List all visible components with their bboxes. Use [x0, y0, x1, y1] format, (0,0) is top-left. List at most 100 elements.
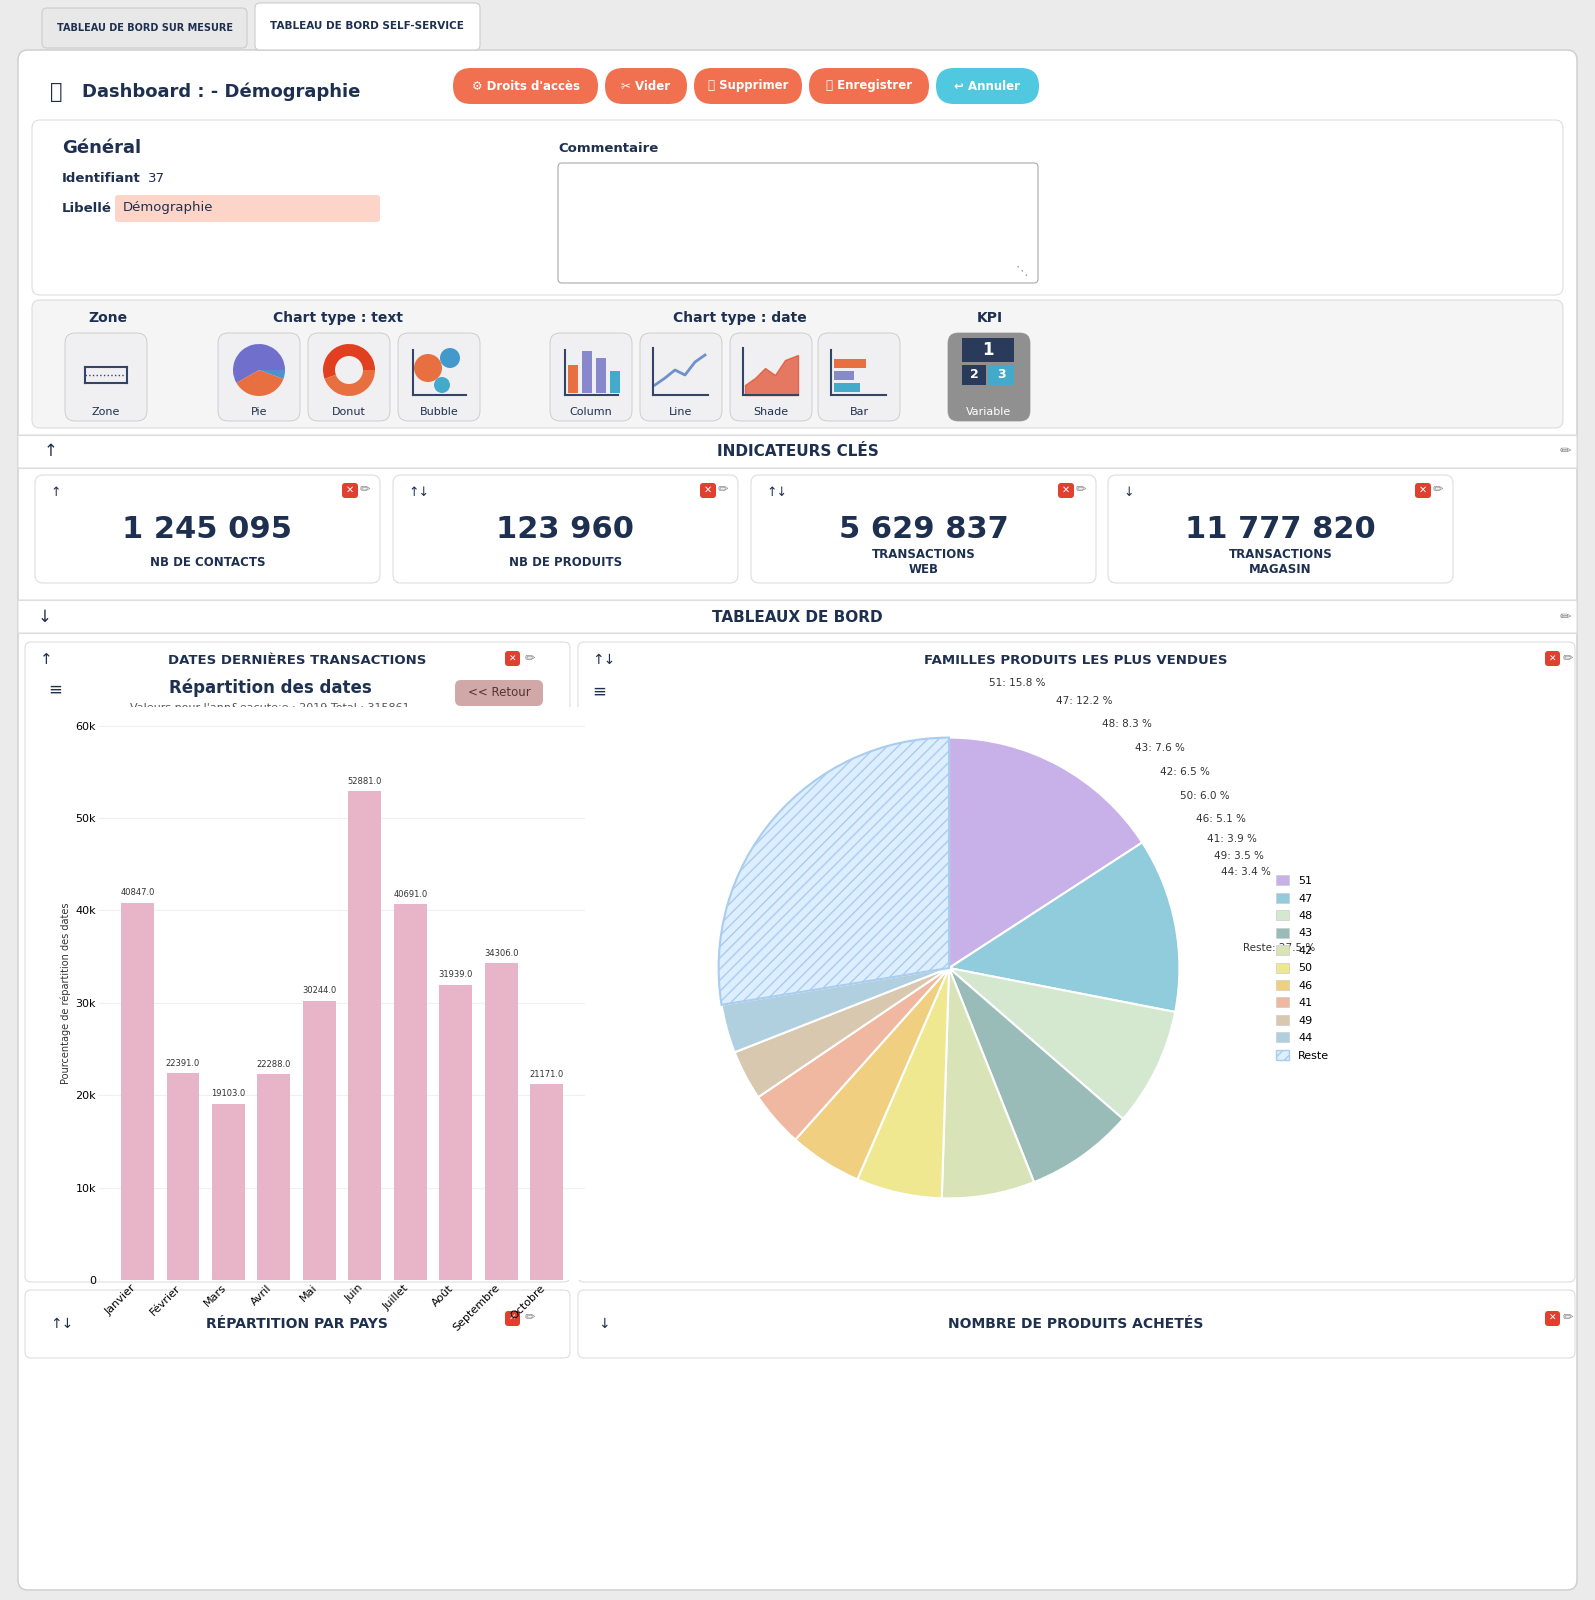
- Text: ✕: ✕: [1062, 485, 1070, 494]
- Text: 💾 Enregistrer: 💾 Enregistrer: [826, 80, 912, 93]
- Text: ✏: ✏: [1075, 483, 1086, 496]
- FancyBboxPatch shape: [65, 333, 147, 421]
- Bar: [121, 902, 153, 1280]
- Text: ✏: ✏: [1432, 483, 1443, 496]
- Bar: [0, 0, 1595, 54]
- Text: ↑↓: ↑↓: [592, 653, 616, 667]
- Text: Chart type : text: Chart type : text: [273, 310, 404, 325]
- Bar: [394, 904, 427, 1280]
- FancyBboxPatch shape: [35, 475, 380, 582]
- Circle shape: [434, 378, 450, 394]
- Bar: [962, 338, 1014, 362]
- Text: NOMBRE DE PRODUITS ACHETÉS: NOMBRE DE PRODUITS ACHETÉS: [949, 1317, 1204, 1331]
- FancyBboxPatch shape: [399, 333, 480, 421]
- Wedge shape: [941, 968, 1034, 1198]
- Text: 21171.0: 21171.0: [530, 1070, 565, 1078]
- Bar: [531, 1085, 563, 1280]
- Text: TABLEAU DE BORD SELF-SERVICE: TABLEAU DE BORD SELF-SERVICE: [270, 21, 464, 30]
- Text: Pie: Pie: [250, 406, 268, 418]
- Text: Shade: Shade: [753, 406, 788, 418]
- Bar: [212, 1104, 244, 1280]
- Text: 22288.0: 22288.0: [257, 1059, 290, 1069]
- Text: 3: 3: [997, 368, 1005, 381]
- FancyBboxPatch shape: [41, 8, 247, 48]
- Wedge shape: [735, 968, 949, 1098]
- Text: ✕: ✕: [1549, 654, 1557, 664]
- Text: 43: 7.6 %: 43: 7.6 %: [1134, 742, 1185, 752]
- Text: ↑: ↑: [49, 485, 61, 499]
- Bar: [348, 792, 381, 1280]
- Wedge shape: [719, 738, 949, 1005]
- Text: ✏: ✏: [1563, 1312, 1573, 1325]
- Bar: [962, 365, 986, 386]
- Text: 🗑 Supprimer: 🗑 Supprimer: [708, 80, 788, 93]
- Text: TABLEAUX DE BORD: TABLEAUX DE BORD: [713, 610, 882, 624]
- Text: ⚙ Droits d'accès: ⚙ Droits d'accès: [472, 80, 579, 93]
- Text: Répartition des dates: Répartition des dates: [169, 678, 372, 698]
- Text: ✏: ✏: [1560, 610, 1571, 624]
- Text: INDICATEURS CLÉS: INDICATEURS CLÉS: [716, 443, 879, 459]
- Text: RÉPARTITION PAR PAYS: RÉPARTITION PAR PAYS: [206, 1317, 388, 1331]
- Wedge shape: [236, 370, 284, 395]
- Text: ✏: ✏: [525, 653, 536, 666]
- Text: ✏: ✏: [360, 483, 370, 496]
- Y-axis label: Pourcentage de répartition des dates: Pourcentage de répartition des dates: [61, 902, 72, 1085]
- Text: 19103.0: 19103.0: [211, 1090, 246, 1098]
- Text: Variable: Variable: [967, 406, 1011, 418]
- Text: 44: 3.4 %: 44: 3.4 %: [1220, 867, 1271, 877]
- Text: 31939.0: 31939.0: [439, 970, 474, 979]
- FancyBboxPatch shape: [18, 435, 1577, 467]
- Text: 51: 15.8 %: 51: 15.8 %: [989, 678, 1045, 688]
- Text: 40847.0: 40847.0: [120, 888, 155, 898]
- Wedge shape: [949, 968, 1176, 1118]
- FancyBboxPatch shape: [809, 67, 928, 104]
- Bar: [834, 371, 853, 379]
- Text: 52881.0: 52881.0: [348, 778, 383, 786]
- Text: 34306.0: 34306.0: [485, 949, 518, 957]
- FancyBboxPatch shape: [1057, 483, 1073, 498]
- Text: ↑↓: ↑↓: [49, 1317, 73, 1331]
- Bar: [609, 371, 620, 394]
- Circle shape: [440, 349, 459, 368]
- Text: 49: 3.5 %: 49: 3.5 %: [1214, 851, 1265, 861]
- FancyBboxPatch shape: [1109, 475, 1453, 582]
- Text: 42: 6.5 %: 42: 6.5 %: [1160, 766, 1211, 778]
- FancyBboxPatch shape: [731, 333, 812, 421]
- FancyBboxPatch shape: [18, 50, 1577, 1590]
- Text: ↓: ↓: [1123, 485, 1134, 499]
- Wedge shape: [324, 344, 375, 379]
- Text: ≡: ≡: [592, 683, 606, 701]
- Text: 123 960: 123 960: [496, 515, 635, 544]
- FancyBboxPatch shape: [700, 483, 716, 498]
- Text: ✕: ✕: [703, 485, 711, 494]
- Text: ↑↓: ↑↓: [766, 485, 786, 499]
- Text: 48: 8.3 %: 48: 8.3 %: [1102, 718, 1152, 730]
- Text: ↑: ↑: [40, 653, 53, 667]
- Wedge shape: [949, 968, 1123, 1182]
- Text: 40691.0: 40691.0: [394, 890, 427, 899]
- Text: Commentaire: Commentaire: [558, 141, 659, 155]
- Text: 🗂: 🗂: [49, 82, 62, 102]
- Bar: [257, 1074, 290, 1280]
- Text: ✕: ✕: [346, 485, 354, 494]
- FancyBboxPatch shape: [1546, 1310, 1560, 1326]
- Wedge shape: [721, 968, 949, 1053]
- Legend: 51, 47, 48, 43, 42, 50, 46, 41, 49, 44, Reste: 51, 47, 48, 43, 42, 50, 46, 41, 49, 44, …: [1271, 870, 1333, 1066]
- Bar: [166, 1074, 199, 1280]
- Text: 22391.0: 22391.0: [166, 1059, 199, 1067]
- Text: ✕: ✕: [1420, 485, 1428, 494]
- Text: NB DE CONTACTS: NB DE CONTACTS: [150, 555, 265, 568]
- Text: Bar: Bar: [850, 406, 869, 418]
- Text: 47: 12.2 %: 47: 12.2 %: [1056, 696, 1113, 706]
- Text: 41: 3.9 %: 41: 3.9 %: [1207, 834, 1257, 845]
- Bar: [597, 358, 606, 394]
- FancyBboxPatch shape: [1415, 483, 1431, 498]
- Text: Donut: Donut: [332, 406, 365, 418]
- Text: ↩ Annuler: ↩ Annuler: [954, 80, 1021, 93]
- Text: TRANSACTIONS
WEB: TRANSACTIONS WEB: [871, 547, 976, 576]
- Text: Reste: 27.5 %: Reste: 27.5 %: [1243, 942, 1316, 952]
- FancyBboxPatch shape: [453, 67, 598, 104]
- FancyBboxPatch shape: [947, 333, 1030, 421]
- FancyBboxPatch shape: [26, 642, 569, 1282]
- Text: FAMILLES PRODUITS LES PLUS VENDUES: FAMILLES PRODUITS LES PLUS VENDUES: [924, 653, 1228, 667]
